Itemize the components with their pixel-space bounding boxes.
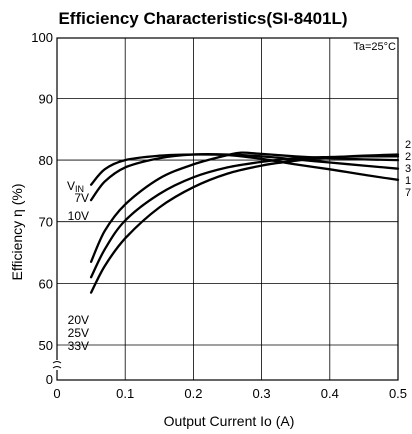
axis-break-mark [52, 360, 62, 370]
legend-header-main: V [67, 179, 75, 193]
y-tick-labels: 0 50 60 70 80 90 100 [31, 30, 53, 387]
axis-break-stroke [52, 361, 62, 364]
chart-title: Efficiency Characteristics(SI-8401L) [58, 9, 347, 28]
x-tick-label: 0.1 [116, 386, 134, 401]
axis-break-gap [52, 360, 62, 370]
series-line-25v [89, 155, 400, 279]
right-edge-label: 3 [405, 163, 411, 175]
y-tick-label: 60 [39, 276, 53, 291]
legend-entry-20v: 20V [68, 313, 89, 327]
series-layer [89, 151, 400, 294]
right-edge-label: 7 [405, 187, 411, 199]
legend-entry-10v: 10V [68, 209, 89, 223]
x-tick-label: 0 [53, 386, 60, 401]
x-tick-labels: 0 0.1 0.2 0.3 0.4 0.5 [53, 386, 407, 401]
legend-header-subscript: IN [75, 184, 84, 194]
series-line-33v [89, 153, 400, 294]
axis-break-stroke [52, 366, 62, 369]
legend-header: VIN [67, 179, 84, 194]
x-tick-label: 0.2 [184, 386, 202, 401]
y-axis-title: Efficiency η (%) [9, 184, 25, 281]
right-edge-label: 1 [405, 175, 411, 187]
plot-frame [56, 37, 399, 381]
grid-lines [57, 38, 398, 380]
right-edge-label: 2 [405, 151, 411, 163]
condition-label: Ta=25°C [353, 41, 396, 53]
y-tick-label: 70 [39, 215, 53, 230]
y-tick-label: 0 [46, 372, 53, 387]
legend-entry-33v: 33V [68, 339, 89, 353]
x-tick-label: 0.5 [389, 386, 407, 401]
right-edge-label: 2 [405, 139, 411, 151]
y-tick-label: 90 [39, 91, 53, 106]
y-tick-label: 100 [31, 30, 53, 45]
x-tick-label: 0.4 [321, 386, 339, 401]
x-axis-title: Output Current Io (A) [164, 413, 295, 429]
legend-entry-7v: 7V [74, 191, 89, 205]
legend-entry-25v: 25V [68, 326, 89, 340]
x-tick-label: 0.3 [253, 386, 271, 401]
y-tick-label: 80 [39, 153, 53, 168]
y-tick-label: 50 [39, 338, 53, 353]
